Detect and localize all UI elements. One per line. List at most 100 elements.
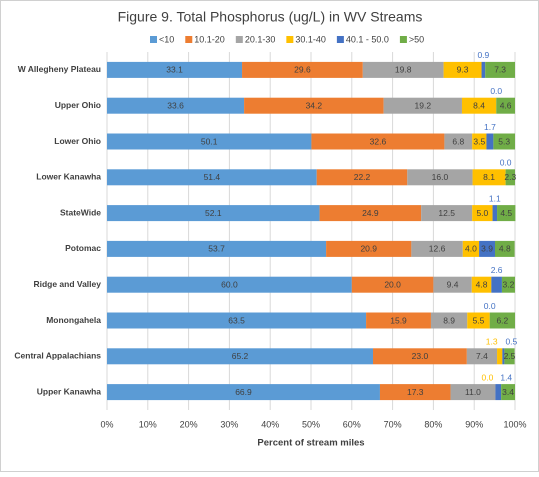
bar-segment bbox=[107, 312, 367, 329]
data-label: 17.3 bbox=[407, 387, 424, 397]
y-tick-label: Upper Kanawha bbox=[37, 386, 102, 396]
bar-segment bbox=[489, 312, 515, 329]
data-label: 2.3 bbox=[504, 172, 516, 182]
data-label: 4.6 bbox=[500, 100, 512, 110]
y-tick-label: Lower Kanawha bbox=[36, 172, 101, 182]
data-label: 7.3 bbox=[494, 65, 506, 75]
bar-segment bbox=[107, 205, 320, 222]
y-tick-label: Central Appalachians bbox=[14, 351, 101, 361]
bar-segment bbox=[107, 240, 327, 257]
bar-segment bbox=[362, 61, 444, 78]
data-label: 0.0 bbox=[484, 301, 496, 311]
data-label: 15.9 bbox=[390, 315, 407, 325]
bar-segment bbox=[107, 97, 245, 114]
y-tick-label: StateWide bbox=[60, 207, 101, 217]
bar-segment bbox=[461, 97, 497, 114]
data-label: 16.0 bbox=[432, 172, 449, 182]
data-label: 8.4 bbox=[473, 100, 485, 110]
bar-segment bbox=[450, 384, 496, 401]
data-label: 1.1 bbox=[489, 193, 501, 203]
bar-segment bbox=[326, 240, 412, 257]
bar-segment bbox=[501, 276, 515, 293]
data-label: 32.6 bbox=[370, 136, 387, 146]
data-label: 0.9 bbox=[477, 50, 489, 60]
bar-segment bbox=[495, 240, 515, 257]
bar-segment bbox=[366, 312, 431, 329]
bar-segment bbox=[466, 348, 498, 365]
data-label: 12.5 bbox=[438, 208, 455, 218]
data-label: 52.1 bbox=[205, 208, 222, 218]
legend-swatch bbox=[185, 36, 193, 43]
bar-segment bbox=[421, 205, 473, 222]
bar-segment bbox=[107, 169, 317, 186]
y-tick-label: Monongahela bbox=[46, 315, 101, 325]
y-tick-label: W Allegheny Plateau bbox=[18, 64, 101, 74]
data-label: 22.2 bbox=[354, 172, 371, 182]
bar-segment bbox=[495, 384, 502, 401]
data-label: 60.0 bbox=[221, 279, 238, 289]
y-tick-label: Ridge and Valley bbox=[33, 279, 101, 289]
bar-segment bbox=[443, 61, 482, 78]
data-label: 4.5 bbox=[500, 208, 512, 218]
legend-swatch bbox=[235, 36, 243, 43]
data-label: 1.4 bbox=[500, 372, 512, 382]
y-tick-label: Upper Ohio bbox=[55, 100, 101, 110]
x-tick-label: 90% bbox=[465, 419, 483, 429]
data-label: 65.2 bbox=[232, 351, 249, 361]
legend-label: <10 bbox=[159, 34, 174, 44]
data-label: 0.0 bbox=[490, 86, 502, 96]
data-label: 4.8 bbox=[499, 244, 511, 254]
bar-segment bbox=[481, 61, 486, 78]
bar-segment bbox=[316, 169, 408, 186]
data-label: 66.9 bbox=[235, 387, 252, 397]
bar-segment bbox=[462, 240, 480, 257]
bar-segment bbox=[497, 348, 503, 365]
data-label: 3.9 bbox=[481, 244, 493, 254]
data-label: 12.6 bbox=[429, 244, 446, 254]
bar-segment bbox=[479, 240, 496, 257]
bar-segment bbox=[107, 348, 374, 365]
legend-label: >50 bbox=[409, 34, 424, 44]
data-label: 6.8 bbox=[452, 136, 464, 146]
bar-segment bbox=[491, 276, 502, 293]
legend-label: 20.1-30 bbox=[245, 34, 276, 44]
data-label: 0.5 bbox=[505, 337, 517, 347]
legend-swatch bbox=[286, 36, 294, 43]
data-label: 5.3 bbox=[498, 136, 510, 146]
bar-segment bbox=[485, 61, 515, 78]
x-tick-label: 30% bbox=[220, 419, 238, 429]
bar-segment bbox=[107, 61, 243, 78]
bar-segment bbox=[472, 133, 487, 150]
legend-swatch bbox=[399, 36, 407, 43]
bar-segment bbox=[107, 133, 312, 150]
data-label: 19.8 bbox=[395, 65, 412, 75]
data-label: 2.5 bbox=[504, 351, 516, 361]
bar-segment bbox=[351, 276, 434, 293]
bar-segment bbox=[407, 169, 473, 186]
bar-segment bbox=[471, 276, 492, 293]
data-label: 9.3 bbox=[457, 65, 469, 75]
data-label: 5.0 bbox=[476, 208, 488, 218]
bar-segment bbox=[472, 205, 493, 222]
y-tick-label: Lower Ohio bbox=[54, 136, 101, 146]
data-label: 3.5 bbox=[473, 136, 485, 146]
chart-title: Figure 9. Total Phosphorus (ug/L) in WV … bbox=[118, 9, 423, 25]
x-tick-label: 100% bbox=[503, 419, 526, 429]
data-label: 3.4 bbox=[502, 387, 514, 397]
data-label: 51.4 bbox=[204, 172, 221, 182]
x-tick-label: 10% bbox=[139, 419, 157, 429]
data-label: 4.8 bbox=[476, 279, 488, 289]
bar-segment bbox=[430, 312, 468, 329]
bar-segment bbox=[496, 97, 515, 114]
bar-segment bbox=[433, 276, 472, 293]
legend-swatch bbox=[336, 36, 344, 43]
data-label: 8.1 bbox=[483, 172, 495, 182]
bar-segment bbox=[373, 348, 467, 365]
data-label: 53.7 bbox=[208, 244, 225, 254]
data-label: 19.2 bbox=[415, 100, 432, 110]
x-tick-label: 0% bbox=[100, 419, 113, 429]
bar-segment bbox=[505, 169, 515, 186]
bar-segment bbox=[242, 61, 363, 78]
data-label: 23.0 bbox=[412, 351, 429, 361]
data-label: 5.5 bbox=[473, 315, 485, 325]
